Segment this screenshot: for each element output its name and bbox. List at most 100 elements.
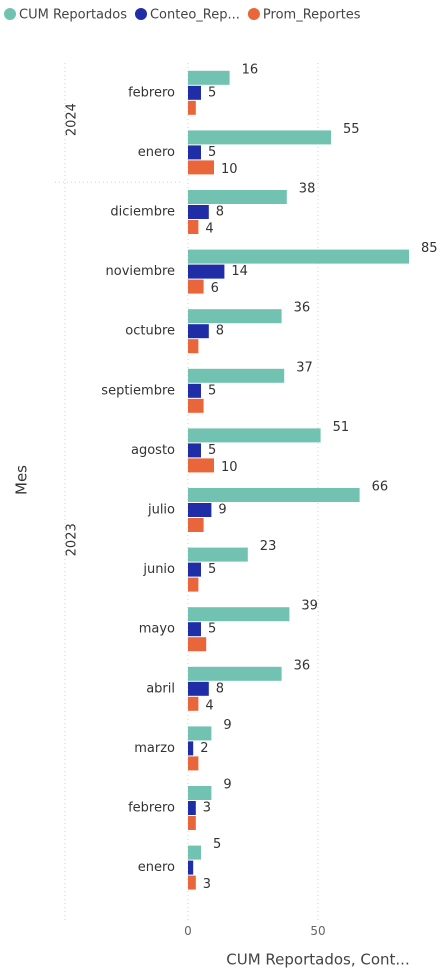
bar xyxy=(188,622,201,637)
bar xyxy=(188,637,207,652)
bar xyxy=(188,503,212,517)
legend-label: CUM Reportados xyxy=(19,8,127,23)
bar xyxy=(188,518,204,532)
bar xyxy=(188,786,212,800)
bar xyxy=(188,607,290,622)
data-label: 3 xyxy=(203,801,211,816)
bar xyxy=(188,145,201,160)
data-label: 6 xyxy=(211,281,219,296)
bar xyxy=(188,220,199,234)
bar xyxy=(188,160,214,175)
legend-marker xyxy=(4,8,16,20)
data-label: 36 xyxy=(294,658,311,673)
y-tick-label: junio xyxy=(142,562,175,577)
y-tick-label: febrero xyxy=(128,85,175,100)
data-label: 9 xyxy=(223,718,231,733)
bar xyxy=(188,458,214,473)
x-axis-label: CUM Reportados, Cont... xyxy=(226,951,409,969)
data-label: 51 xyxy=(333,420,350,435)
bar xyxy=(188,666,282,681)
data-label: 66 xyxy=(372,480,389,495)
data-label: 5 xyxy=(208,145,216,160)
data-label: 14 xyxy=(231,264,248,279)
bar xyxy=(188,860,194,875)
bar xyxy=(188,339,199,354)
data-label: 9 xyxy=(218,503,226,518)
data-label: 85 xyxy=(421,241,438,256)
data-label: 5 xyxy=(208,622,216,637)
bar xyxy=(188,249,409,264)
data-label: 4 xyxy=(205,222,213,237)
legend-marker xyxy=(247,8,260,20)
y-tick-label: julio xyxy=(147,503,175,518)
bar xyxy=(188,756,199,771)
data-label: 5 xyxy=(208,443,216,458)
y-tick-label: noviembre xyxy=(106,264,175,279)
bar xyxy=(188,875,196,890)
bar xyxy=(188,681,209,696)
bar xyxy=(188,845,201,860)
bar xyxy=(188,100,196,115)
group-label: 2024 xyxy=(65,103,80,136)
data-label: 3 xyxy=(203,877,211,892)
bar xyxy=(188,383,201,398)
bar xyxy=(188,428,321,443)
data-label: 37 xyxy=(296,360,313,375)
data-label: 38 xyxy=(299,182,316,197)
legend-label: Prom_Reportes xyxy=(263,8,361,23)
bar xyxy=(188,443,201,458)
y-tick-label: mayo xyxy=(139,622,175,637)
y-tick-label: abril xyxy=(146,681,175,696)
bar xyxy=(188,368,285,383)
data-label: 4 xyxy=(205,698,213,713)
y-tick-label: septiembre xyxy=(101,383,175,398)
data-label: 10 xyxy=(221,460,238,475)
x-tick-label: 50 xyxy=(310,924,325,938)
bar xyxy=(188,816,196,830)
bar xyxy=(188,309,282,324)
data-label: 5 xyxy=(208,85,216,100)
bar xyxy=(188,205,209,219)
y-tick-label: enero xyxy=(138,860,175,875)
y-tick-label: octubre xyxy=(125,324,175,339)
y-tick-label: marzo xyxy=(134,741,175,756)
data-label: 36 xyxy=(294,301,311,316)
data-label: 10 xyxy=(221,162,238,177)
data-label: 2 xyxy=(200,741,208,756)
y-tick-label: agosto xyxy=(131,443,175,458)
y-axis-label: Mes xyxy=(13,465,31,495)
bar xyxy=(188,547,248,562)
data-label: 8 xyxy=(216,681,224,696)
bar xyxy=(188,264,225,279)
data-label: 8 xyxy=(216,205,224,220)
legend-marker xyxy=(134,8,147,20)
bar xyxy=(188,398,204,413)
bar xyxy=(188,279,204,294)
bar xyxy=(188,696,199,711)
group-label: 2023 xyxy=(65,523,80,556)
data-label: 5 xyxy=(213,837,221,852)
bar xyxy=(188,726,212,741)
data-label: 23 xyxy=(260,539,277,554)
data-label: 9 xyxy=(223,778,231,793)
bar xyxy=(188,130,331,145)
y-tick-label: febrero xyxy=(128,801,175,816)
data-label: 39 xyxy=(301,599,318,614)
bar xyxy=(188,190,287,204)
y-tick-label: enero xyxy=(138,145,175,160)
bar xyxy=(188,70,230,85)
data-label: 8 xyxy=(216,324,224,339)
data-label: 16 xyxy=(242,62,259,77)
data-label: 55 xyxy=(343,122,360,137)
bar xyxy=(188,801,196,815)
bar xyxy=(188,85,201,100)
bar xyxy=(188,741,194,756)
data-label: 5 xyxy=(208,562,216,577)
x-tick-label: 0 xyxy=(184,924,192,938)
bar xyxy=(188,562,201,577)
bar xyxy=(188,577,199,592)
bar xyxy=(188,488,360,502)
y-tick-label: diciembre xyxy=(110,205,175,220)
data-label: 5 xyxy=(208,383,216,398)
